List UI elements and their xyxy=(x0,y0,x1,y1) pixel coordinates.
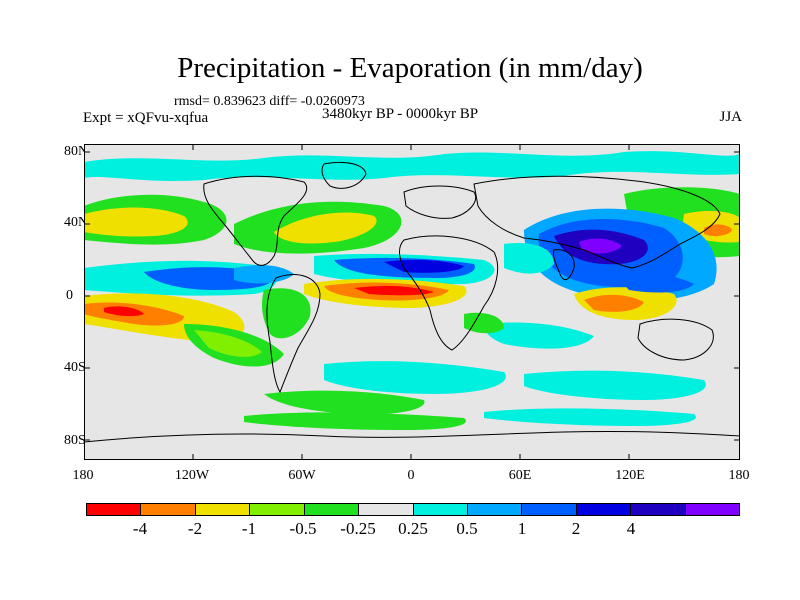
coast-greenland xyxy=(321,161,367,189)
coast-australia xyxy=(637,318,714,361)
colorbar-label-neg0-5: -0.5 xyxy=(289,519,317,538)
colorbar xyxy=(86,503,740,516)
coast-south-america xyxy=(266,274,321,394)
precip-minus-evap-map xyxy=(84,144,740,460)
field-cyan-southern1 xyxy=(324,361,506,394)
lon-label-60e: 60E xyxy=(508,468,532,483)
lon-label-120w: 120W xyxy=(174,468,210,483)
lon-label-0: 0 xyxy=(407,468,415,483)
lat-label-40s: 40S xyxy=(64,360,86,375)
colorbar-label-0-25: 0.25 xyxy=(398,519,428,538)
coastlines xyxy=(84,161,740,443)
coast-africa xyxy=(399,235,499,351)
field-blue-maritime xyxy=(614,272,694,293)
lon-label-180w: 180 xyxy=(72,468,94,483)
season-label: JJA xyxy=(719,109,742,125)
field-darkblue-atl-itcz xyxy=(384,259,464,273)
lon-label-120e: 120E xyxy=(615,468,645,483)
field-yellow-natl xyxy=(274,212,377,244)
lon-label-180e: 180 xyxy=(728,468,750,483)
field-cyan-arctic xyxy=(84,151,740,181)
field-orange-maritime xyxy=(584,294,644,312)
colorbar-swatch-3 xyxy=(250,504,305,515)
field-purple-asia xyxy=(579,238,622,254)
colorbar-label-1: 1 xyxy=(517,519,527,538)
field-red-atl-eq xyxy=(354,285,434,296)
field-layer xyxy=(84,151,740,430)
colorbar-label-2: 2 xyxy=(571,519,581,538)
colorbar-swatch-0 xyxy=(87,504,142,515)
lat-label-80s: 80S xyxy=(64,433,86,448)
coast-antarctica xyxy=(84,430,740,443)
field-green-samer xyxy=(262,288,311,339)
coast-india xyxy=(553,249,575,281)
field-green-sindian xyxy=(464,312,504,334)
colorbar-label-4: 4 xyxy=(626,519,636,538)
field-cyan-sindian xyxy=(484,322,594,349)
field-lime-spac xyxy=(194,330,262,357)
field-cyan-indian xyxy=(504,242,554,274)
coast-north-america xyxy=(203,175,307,266)
colorbar-label-0-5: 0.5 xyxy=(456,519,478,538)
colorbar-label-neg1: -1 xyxy=(241,519,257,538)
colorbar-swatch-9 xyxy=(576,504,632,515)
field-red-spac xyxy=(104,306,144,317)
tick-marks xyxy=(84,144,740,460)
colorbar-label-neg2: -2 xyxy=(187,519,203,538)
rmsd-diff-stats: rmsd= 0.839623 diff= -0.0260973 xyxy=(174,94,365,109)
field-lightblue-epac xyxy=(234,265,294,284)
field-orange-wpac xyxy=(704,224,732,237)
colorbar-label-neg4: -4 xyxy=(132,519,148,538)
period-label: 3480kyr BP - 0000kyr BP xyxy=(322,106,479,122)
lat-label-40n: 40N xyxy=(64,215,89,230)
colorbar-swatch-2 xyxy=(195,504,251,515)
colorbar-swatch-10 xyxy=(631,504,686,515)
lat-label-80n: 80N xyxy=(64,144,89,159)
colorbar-swatch-11 xyxy=(685,504,740,515)
chart-title: Precipitation - Evaporation (in mm/day) xyxy=(177,52,643,84)
field-cyan-antarctic xyxy=(484,408,696,426)
coast-europe xyxy=(403,185,476,219)
colorbar-swatch-8 xyxy=(522,504,577,515)
field-green-southern xyxy=(264,390,425,415)
coast-asia xyxy=(473,175,721,269)
lon-label-60w: 60W xyxy=(288,468,316,483)
colorbar-swatch-6 xyxy=(413,504,468,515)
experiment-label: Expt = xQFvu-xqfua xyxy=(83,110,209,126)
lat-label-0: 0 xyxy=(66,288,73,303)
colorbar-swatch-1 xyxy=(141,504,196,515)
colorbar-swatch-4 xyxy=(304,504,360,515)
field-yellow-npac xyxy=(84,207,188,237)
field-green-antarctic xyxy=(244,412,466,430)
colorbar-swatch-7 xyxy=(467,504,523,515)
colorbar-swatch-5 xyxy=(359,504,414,515)
colorbar-label-neg0-25: -0.25 xyxy=(340,519,376,538)
plot-frame xyxy=(84,144,740,460)
field-cyan-southern2 xyxy=(524,370,706,400)
